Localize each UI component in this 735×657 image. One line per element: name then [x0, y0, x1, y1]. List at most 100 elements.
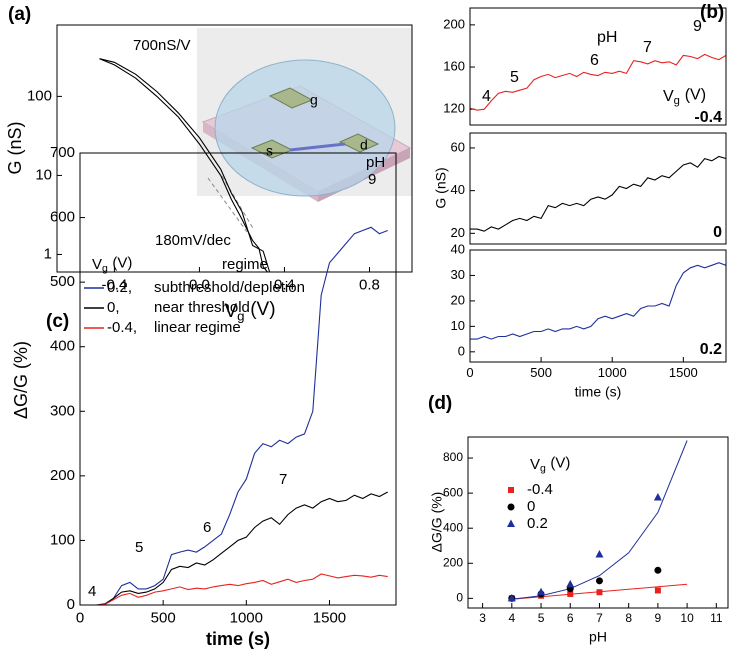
x-axis-label: pH	[589, 629, 607, 645]
point	[595, 577, 603, 585]
y-tick-label: 100	[50, 531, 75, 548]
panel-label: (d)	[428, 393, 452, 414]
y-tick-label: 30	[451, 267, 465, 282]
vg-label: Vg (V)	[663, 87, 706, 107]
plot-area	[99, 58, 310, 272]
y-tick-label: 300	[50, 402, 75, 419]
nanowire	[289, 142, 346, 152]
y-tick-label: 200	[443, 16, 465, 31]
x-tick-label: 9	[655, 611, 662, 625]
legend-title-subscript: g	[540, 462, 546, 474]
x-tick-label: 1000	[598, 365, 627, 380]
x-axis-label-subscript: g	[237, 308, 244, 323]
y-tick-label: 400	[443, 520, 463, 534]
plot-frame	[56, 24, 413, 273]
point	[596, 589, 603, 596]
y-axis-label: ΔG/G (%)	[429, 492, 445, 553]
electrolyte-dome	[214, 59, 396, 197]
data-line	[470, 155, 726, 232]
y-tick-label: 600	[50, 209, 75, 226]
plot-area	[470, 262, 726, 340]
panel-label: (c)	[46, 311, 69, 332]
y-tick-label: 800	[443, 450, 463, 464]
y-tick-label: 700	[50, 144, 75, 161]
x-tick-label: 8	[625, 611, 632, 625]
data-line	[99, 58, 310, 272]
x-tick-label: 7	[596, 611, 603, 625]
data-line	[80, 226, 388, 605]
legend-title-subscript: g	[102, 262, 108, 274]
data-line	[80, 491, 388, 605]
y-tick-label: 200	[50, 467, 75, 484]
y-tick-label: 400	[50, 338, 75, 355]
point	[537, 587, 546, 596]
drain-pad	[338, 133, 380, 153]
panel-label: (a)	[8, 4, 31, 25]
x-tick-label: 11	[710, 611, 723, 625]
ph-label: 4	[88, 583, 96, 600]
y-tick-label: 40	[451, 241, 465, 256]
x-tick-label: 500	[530, 365, 552, 380]
legend-column-title: regime	[222, 256, 268, 273]
vg-value: 0.2	[700, 341, 722, 358]
y-tick-label: 40	[451, 182, 465, 197]
legend-label: 0	[527, 498, 535, 515]
x-axis-label: time (s)	[206, 629, 270, 649]
plot-frame	[467, 436, 729, 609]
plot-area	[470, 155, 726, 232]
ph-label: 5	[135, 539, 143, 556]
plot-area	[80, 226, 388, 605]
x-tick-label: -0.4	[101, 276, 127, 293]
legend-marker	[507, 519, 515, 527]
y-tick-label: 0	[456, 591, 463, 605]
ph-title: pH	[597, 29, 617, 46]
vg-value: 0	[713, 224, 722, 241]
x-axis-label: time (s)	[575, 384, 622, 400]
y-tick-label: 100	[27, 87, 52, 104]
legend-label: 0,	[107, 299, 120, 316]
x-axis-label-symbol: V	[224, 301, 237, 322]
vg-value: -0.4	[694, 109, 722, 126]
y-tick-label: 1	[44, 245, 52, 262]
plot-frame	[469, 132, 727, 245]
legend-marker	[508, 487, 514, 493]
data-line	[470, 262, 726, 340]
y-axis-label: ΔG/G (%)	[11, 341, 31, 419]
ph-label: 6	[590, 52, 599, 69]
legend-title-unit: (V)	[112, 254, 132, 271]
data-line	[80, 573, 388, 605]
x-tick-label: 4	[508, 611, 515, 625]
legend-title-symbol: V	[530, 456, 540, 473]
x-tick-label: 1000	[230, 609, 263, 626]
x-tick-label: 0.0	[189, 276, 210, 293]
device-inset: g s d	[197, 28, 412, 202]
x-axis-label: Vg (V)	[224, 299, 275, 323]
y-tick-label: 20	[451, 225, 465, 240]
plot-area	[470, 53, 726, 111]
legend-marker	[507, 503, 515, 511]
y-tick-label: 500	[50, 273, 75, 290]
y-tick-label: 10	[451, 318, 465, 333]
data-line	[99, 58, 306, 272]
vg-label-unit: (V)	[685, 87, 706, 104]
y-axis-label: G (nS)	[433, 167, 449, 208]
y-tick-label: 20	[451, 292, 465, 307]
legend-title-symbol: V	[92, 256, 102, 273]
vg-label-symbol: V	[663, 88, 674, 105]
panel-label: (b)	[700, 2, 724, 23]
ph-label: 4	[482, 88, 491, 105]
inset-label: g	[310, 92, 318, 108]
ph-label: 7	[279, 471, 287, 488]
legend-title: Vg (V)	[92, 254, 132, 274]
data-line	[470, 53, 726, 111]
vg-label-subscript: g	[674, 95, 680, 107]
gate-pad	[268, 87, 314, 109]
legend-title: Vg (V)	[530, 454, 570, 474]
legend-label: -0.4	[527, 481, 553, 498]
ph-label: 9	[368, 171, 376, 188]
x-tick-label: 1500	[313, 609, 346, 626]
point	[566, 579, 575, 588]
x-tick-label: 5	[538, 611, 545, 625]
x-tick-label: 0	[466, 365, 473, 380]
